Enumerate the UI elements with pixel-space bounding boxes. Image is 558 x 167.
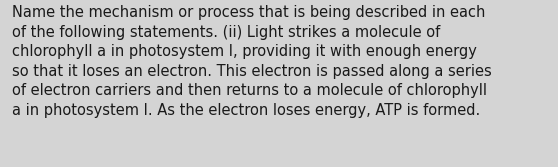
Text: Name the mechanism or process that is being described in each
of the following s: Name the mechanism or process that is be… [12,5,492,118]
